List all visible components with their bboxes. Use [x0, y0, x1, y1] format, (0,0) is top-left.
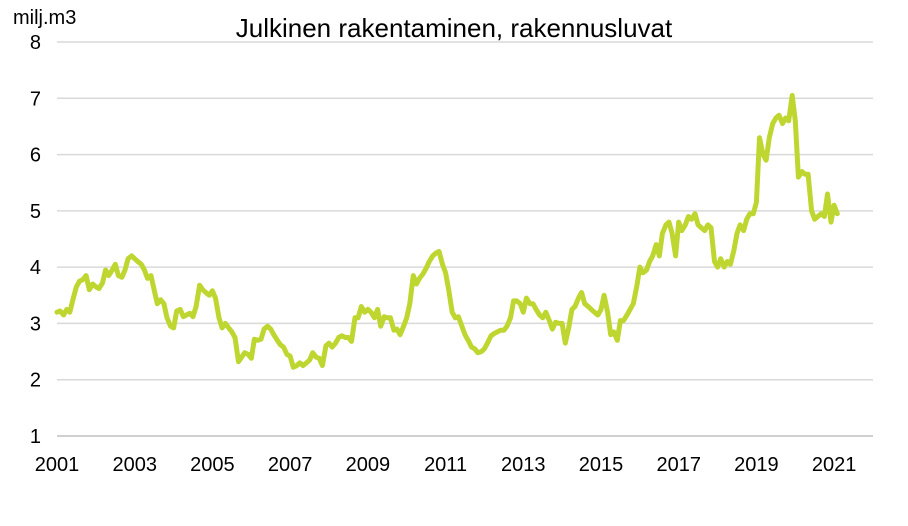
x-tick-label: 2005 — [190, 454, 235, 476]
x-tick-label: 2007 — [268, 454, 313, 476]
x-tick-label: 2013 — [501, 454, 546, 476]
series-line — [54, 93, 840, 370]
x-axis-ticks: 2001 2003 2005 2007 2009 2011 2013 2015 2017 2019… — [35, 454, 857, 476]
y-tick-label: 6 — [30, 145, 41, 167]
y-tick-label: 8 — [30, 32, 41, 54]
y-tick-label: 7 — [30, 88, 41, 110]
x-tick-label: 2003 — [112, 454, 157, 476]
y-tick-label: 4 — [30, 257, 41, 279]
y-tick-label: 1 — [30, 426, 41, 448]
y-tick-label: 2 — [30, 370, 41, 392]
y-tick-label: 3 — [30, 313, 41, 335]
chart-title: Julkinen rakentaminen, rakennusluvat — [236, 13, 673, 43]
x-tick-label: 2019 — [734, 454, 779, 476]
x-tick-label: 2015 — [579, 454, 624, 476]
x-tick-label: 2021 — [812, 454, 857, 476]
x-tick-label: 2009 — [346, 454, 391, 476]
x-tick-label: 2011 — [424, 454, 467, 476]
gridlines — [57, 41, 873, 437]
y-axis-unit-label: milj.m3 — [13, 7, 76, 29]
x-tick-label: 2017 — [656, 454, 701, 476]
y-axis-ticks: 1 2 3 4 5 6 7 8 — [30, 32, 41, 448]
y-tick-label: 5 — [30, 201, 41, 223]
x-tick-label: 2001 — [35, 454, 80, 476]
